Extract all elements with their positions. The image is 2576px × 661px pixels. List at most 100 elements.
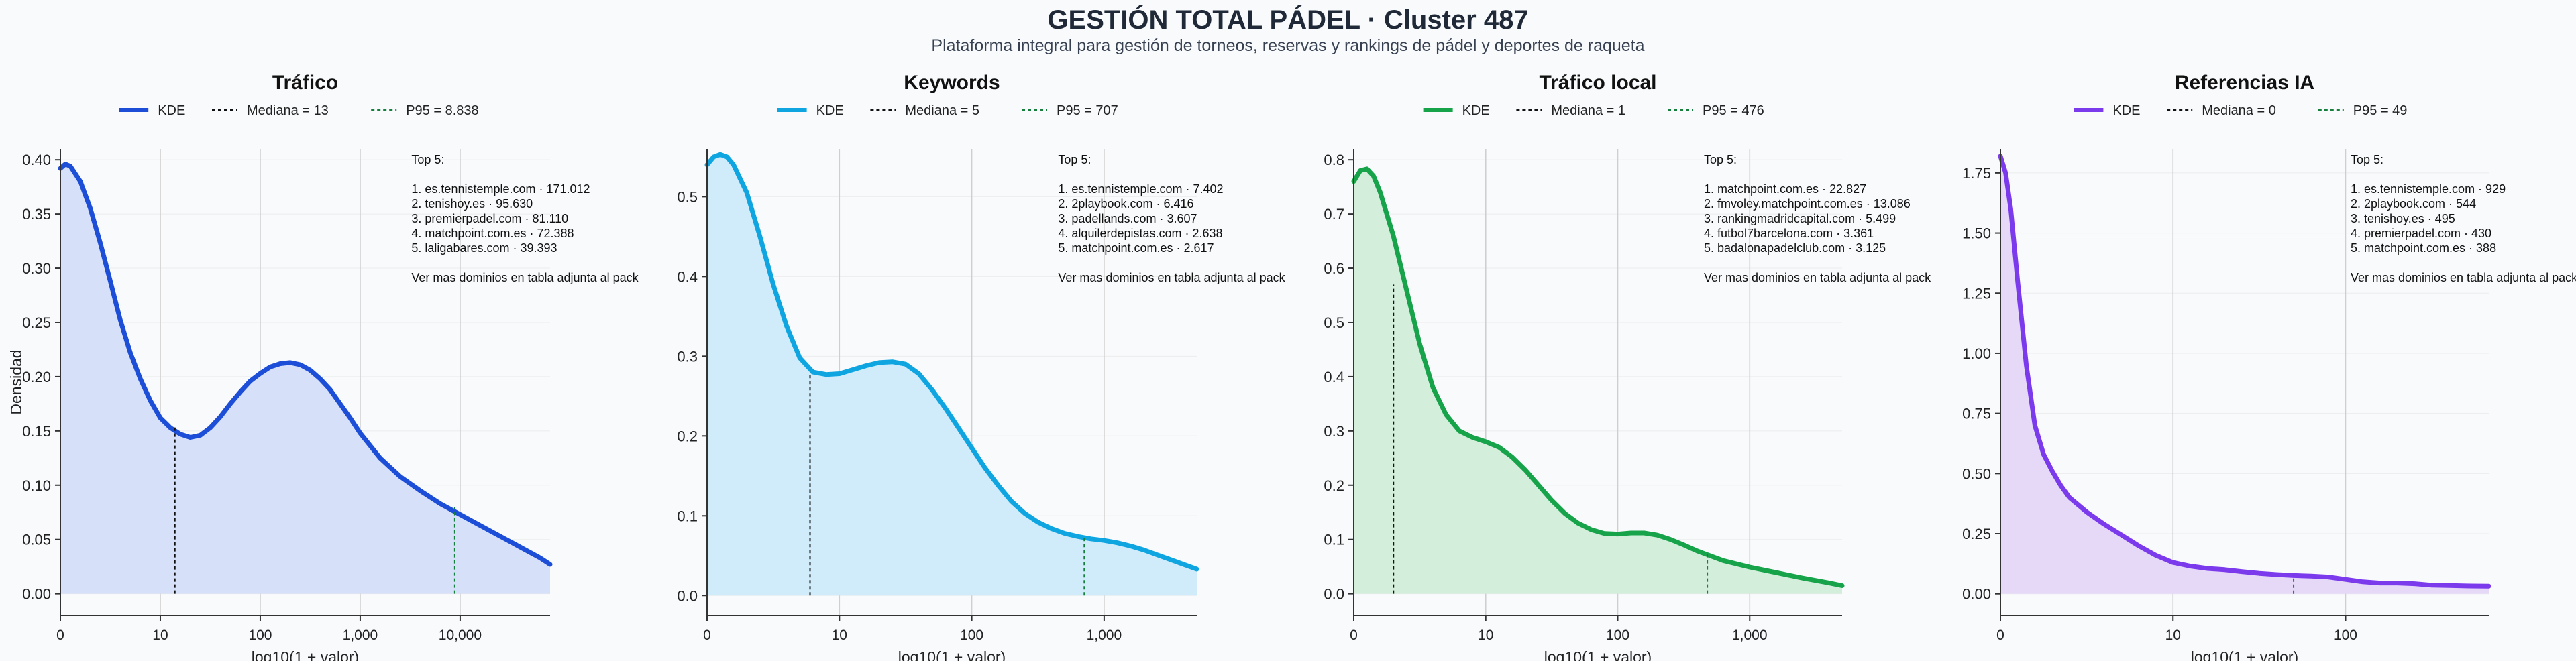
x-tick-label: 100: [2334, 627, 2357, 643]
x-tick-label: 1,000: [343, 627, 378, 643]
y-tick-label: 0.3: [677, 348, 698, 365]
kde-line: [58, 162, 553, 567]
x-tick-label: 10: [1478, 627, 1493, 643]
annotation-line: 3. premierpadel.com · 81.110: [411, 212, 568, 225]
y-tick-label: 0.2: [677, 428, 698, 444]
annotation-line: 2. fmvoley.matchpoint.com.es · 13.086: [1704, 197, 1911, 211]
y-tick-label: 1.50: [1962, 225, 1991, 242]
chart-title: Tráfico local: [1539, 72, 1656, 94]
x-tick-label: 10: [152, 627, 168, 643]
annotation-line: 5. badalonapadelclub.com · 3.125: [1704, 241, 1886, 255]
y-tick-label: 1.25: [1962, 285, 1991, 302]
legend-label: Mediana = 13: [247, 103, 329, 118]
y-tick-label: 0.0: [1324, 586, 1344, 603]
kde-area: [2000, 156, 2489, 594]
annotation-title: Top 5:: [1704, 153, 1737, 166]
annotation-title: Top 5:: [411, 153, 444, 166]
x-axis-label: log10(1 + valor): [252, 648, 359, 661]
top5-annotation: Top 5: 1. es.tennistemple.com · 171.0122.…: [411, 153, 639, 284]
kde-area: [707, 154, 1197, 596]
y-tick-label: 0.30: [22, 260, 51, 277]
y-tick-label: 0.4: [677, 268, 698, 285]
legend-label: P95 = 8.838: [406, 103, 478, 118]
annotation-footer: Ver mas dominios en tabla adjunta al pac…: [1058, 271, 1285, 284]
annotation-footer: Ver mas dominios en tabla adjunta al pac…: [411, 271, 639, 284]
y-tick-label: 0.1: [1324, 532, 1344, 548]
x-tick-label: 0: [1996, 627, 2004, 643]
y-tick-label: 0.35: [22, 206, 51, 223]
x-tick-label: 10: [2165, 627, 2181, 643]
y-tick-label: 0.6: [1324, 260, 1344, 277]
annotation-footer: Ver mas dominios en tabla adjunta al pac…: [2351, 271, 2576, 284]
x-axis-label: log10(1 + valor): [2191, 648, 2298, 661]
x-tick-label: 1,000: [1732, 627, 1768, 643]
x-tick-label: 100: [248, 627, 272, 643]
kde-line: [1998, 154, 2491, 589]
annotation-line: 4. alquilerdepistas.com · 2.638: [1058, 227, 1222, 240]
annotation-line: 1. matchpoint.com.es · 22.827: [1704, 182, 1866, 196]
y-tick-label: 0.25: [22, 314, 51, 331]
y-tick-label: 0.10: [22, 477, 51, 494]
annotation-line: 1. es.tennistemple.com · 929: [2351, 182, 2506, 196]
annotation-line: 3. padellands.com · 3.607: [1058, 212, 1197, 225]
annotation-line: 3. rankingmadridcapital.com · 5.499: [1704, 212, 1896, 225]
y-tick-label: 1.75: [1962, 165, 1991, 182]
legend-label: KDE: [816, 103, 844, 118]
chart-panel-1: 0.00 0.05 0.10 0.15 0.20 0.25 0.30 0.35 0.40 0 10 1…: [7, 72, 639, 661]
y-tick-label: 0.00: [22, 586, 51, 603]
x-tick-label: 100: [1606, 627, 1629, 643]
y-tick-label: 0.8: [1324, 152, 1344, 168]
y-tick-label: 0.3: [1324, 423, 1344, 440]
annotation-line: 5. matchpoint.com.es · 2.617: [1058, 241, 1214, 255]
legend-label: P95 = 49: [2353, 103, 2408, 118]
chart-panel-2: 0.0 0.1 0.2 0.3 0.4 0.5 0 10 100 1,000 log10(1 + v…: [677, 72, 1285, 661]
annotation-line: 2. tenishoy.es · 95.630: [411, 197, 533, 211]
annotation-line: 1. es.tennistemple.com · 7.402: [1058, 182, 1223, 196]
legend: KDE Mediana = 13 P95 = 8.838: [119, 103, 479, 118]
x-axis-label: log10(1 + valor): [898, 648, 1006, 661]
legend-label: Mediana = 5: [905, 103, 979, 118]
annotation-line: 4. futbol7barcelona.com · 3.361: [1704, 227, 1874, 240]
annotation-title: Top 5:: [2351, 153, 2383, 166]
chart-panel-3: 0.0 0.1 0.2 0.3 0.4 0.5 0.6 0.7 0.8 0 10 100 1,000 lo…: [1324, 72, 1931, 661]
kde-line: [1351, 166, 1845, 588]
y-tick-label: 0.5: [1324, 314, 1344, 331]
legend: KDE Mediana = 5 P95 = 707: [777, 103, 1118, 118]
annotation-title: Top 5:: [1058, 153, 1091, 166]
annotation-line: 4. premierpadel.com · 430: [2351, 227, 2491, 240]
y-tick-label: 0.7: [1324, 206, 1344, 223]
annotation-line: 4. matchpoint.com.es · 72.388: [411, 227, 574, 240]
annotation-line: 5. matchpoint.com.es · 388: [2351, 241, 2496, 255]
page-title: GESTIÓN TOTAL PÁDEL · Cluster 487: [1047, 5, 1529, 35]
legend-label: KDE: [158, 103, 185, 118]
legend-label: KDE: [2112, 103, 2140, 118]
annotation-line: 2. 2playbook.com · 6.416: [1058, 197, 1193, 211]
y-tick-label: 0.5: [677, 188, 698, 205]
y-tick-label: 0.1: [677, 507, 698, 524]
legend-label: P95 = 707: [1057, 103, 1118, 118]
x-tick-label: 1,000: [1087, 627, 1122, 643]
y-axis-label: Densidad: [7, 349, 25, 414]
annotation-line: 5. laligabares.com · 39.393: [411, 241, 557, 255]
legend: KDE Mediana = 1 P95 = 476: [1423, 103, 1764, 118]
x-tick-label: 10,000: [439, 627, 482, 643]
annotation-line: 3. tenishoy.es · 495: [2351, 212, 2455, 225]
y-tick-label: 0.20: [22, 369, 51, 385]
x-tick-label: 0: [1350, 627, 1358, 643]
y-tick-label: 0.00: [1962, 586, 1991, 603]
y-tick-label: 0.25: [1962, 526, 1991, 542]
legend: KDE Mediana = 0 P95 = 49: [2074, 103, 2407, 118]
y-tick-label: 1.00: [1962, 345, 1991, 362]
y-tick-label: 0.40: [22, 152, 51, 168]
chart-title: Keywords: [904, 72, 1000, 94]
x-tick-label: 0: [56, 627, 64, 643]
legend-label: Mediana = 1: [1551, 103, 1625, 118]
legend-label: KDE: [1462, 103, 1490, 118]
y-tick-label: 0.75: [1962, 406, 1991, 422]
annotation-line: 2. 2playbook.com · 544: [2351, 197, 2476, 211]
x-tick-label: 100: [960, 627, 983, 643]
